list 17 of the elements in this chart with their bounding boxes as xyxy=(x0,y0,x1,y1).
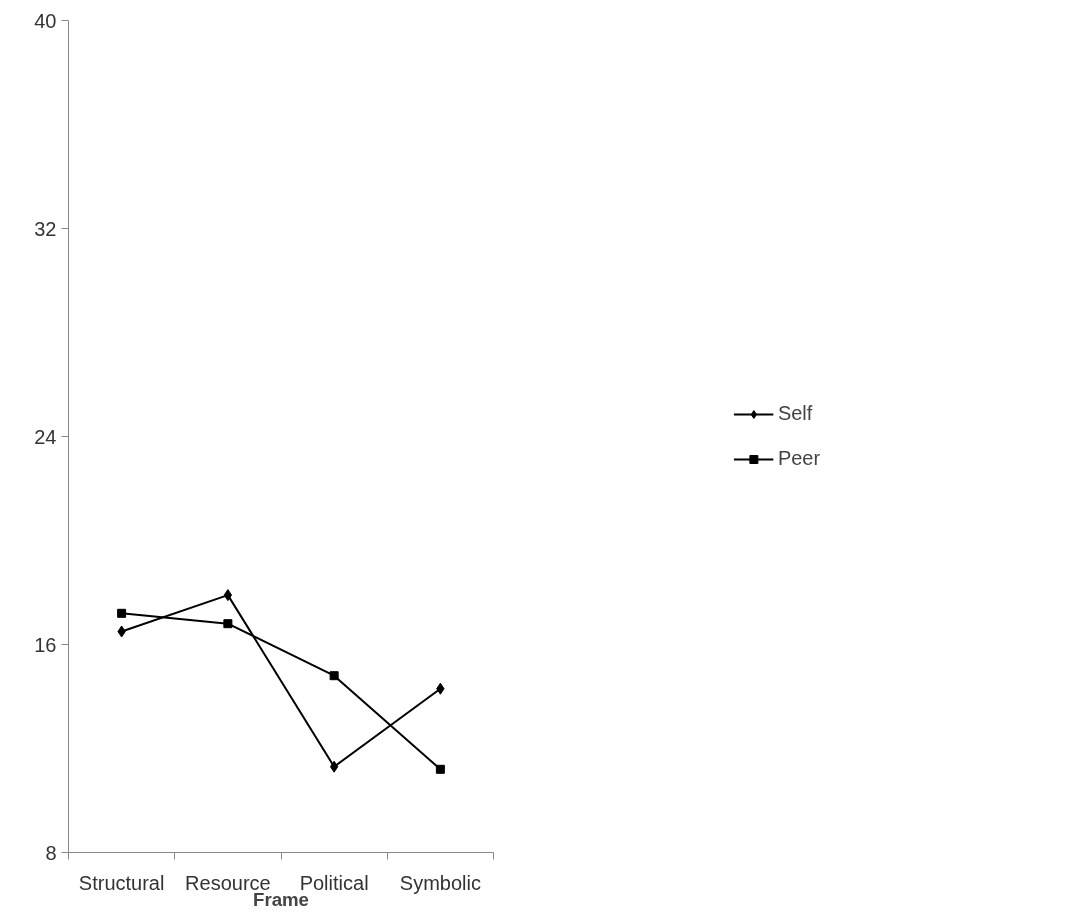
y-tick-label: 40 xyxy=(34,9,57,32)
point xyxy=(223,589,233,602)
y-tick-label: 32 xyxy=(34,217,57,240)
x-tick-label: Political xyxy=(299,871,369,894)
legend-label: Peer xyxy=(777,447,821,470)
point xyxy=(435,764,445,774)
point xyxy=(223,619,233,629)
point xyxy=(117,608,127,618)
y-tick-label: 16 xyxy=(34,633,57,656)
legend-label: Self xyxy=(777,402,813,425)
y-tick-label: 24 xyxy=(34,425,57,448)
point xyxy=(329,671,339,681)
point xyxy=(329,760,339,773)
x-tick-label: Structural xyxy=(78,871,165,894)
y-tick-label: 8 xyxy=(45,841,57,864)
x-tick-label: Resource xyxy=(185,871,271,894)
x-tick-label: Symbolic xyxy=(399,871,481,894)
